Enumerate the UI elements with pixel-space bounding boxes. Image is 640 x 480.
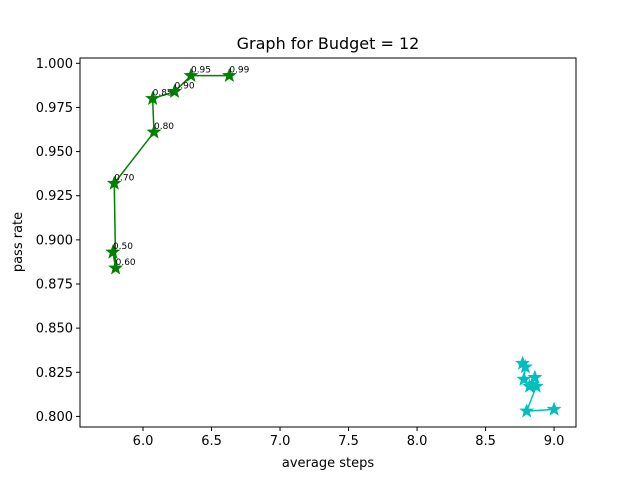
series-1	[515, 355, 562, 418]
y-axis-label: pass rate	[11, 212, 26, 272]
data-point	[528, 378, 544, 393]
data-point	[146, 124, 162, 139]
data-point	[105, 244, 121, 259]
data-point	[167, 83, 183, 98]
data-point	[516, 371, 532, 386]
y-tick-label: 0.850	[36, 322, 73, 337]
x-tick-label: 8.5	[475, 434, 496, 449]
y-tick-label: 1.000	[36, 57, 73, 72]
data-label: 0.80	[154, 122, 174, 132]
y-tick-label: 0.975	[36, 101, 73, 116]
x-tick-label: 7.0	[270, 434, 291, 449]
data-label: 0.95	[191, 66, 211, 76]
plot-area: 0.50 0.60 0.70 0.80 0.850.90 0.95 0.99	[105, 66, 562, 418]
axes-frame	[79, 57, 577, 428]
data-point	[517, 359, 533, 374]
y-tick-label: 0.900	[36, 233, 73, 248]
data-point	[145, 90, 161, 105]
x-tick-label: 6.0	[133, 434, 154, 449]
data-label: 0.60	[116, 258, 136, 268]
x-axis: 6.0 6.5 7.0 7.5 8.0 8.5 9.0	[133, 427, 565, 449]
data-label: 0.50	[113, 242, 133, 252]
data-point	[106, 175, 122, 190]
y-tick-label: 0.925	[36, 189, 73, 204]
data-label: 0.90	[175, 82, 195, 92]
data-point	[527, 369, 543, 384]
data-label: 0.70	[114, 173, 134, 183]
chart-title: Graph for Budget = 12	[237, 34, 420, 53]
y-tick-label: 0.825	[36, 366, 73, 381]
y-tick-label: 0.875	[36, 277, 73, 292]
data-label: 0.85	[153, 89, 173, 99]
data-point	[183, 67, 199, 83]
series-0: 0.50 0.60 0.70 0.80 0.850.90 0.95 0.99	[105, 66, 250, 275]
x-tick-label: 9.0	[544, 434, 565, 449]
data-label: 0.99	[229, 66, 249, 76]
data-point	[221, 67, 237, 83]
x-tick-label: 7.5	[338, 434, 359, 449]
y-tick-label: 0.950	[36, 145, 73, 160]
x-tick-label: 6.5	[201, 434, 222, 449]
y-axis: 0.800 0.825 0.850 0.875 0.900 0.925 0.950 0.975…	[36, 57, 80, 425]
data-point	[519, 403, 535, 418]
data-point	[108, 260, 124, 275]
x-axis-label: average steps	[282, 456, 374, 471]
x-tick-label: 8.0	[407, 434, 428, 449]
y-tick-label: 0.800	[36, 410, 73, 425]
data-point	[546, 401, 562, 416]
